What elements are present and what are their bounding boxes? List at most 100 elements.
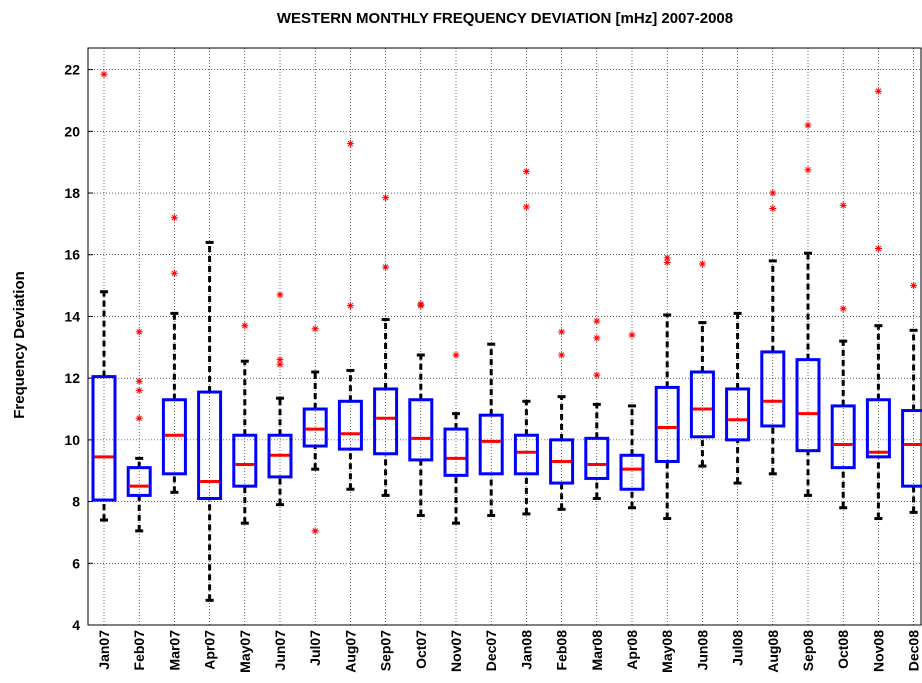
x-tick-label: Apr07 <box>202 630 218 670</box>
box <box>408 398 434 462</box>
y-tick-label: 14 <box>64 308 80 324</box>
outlier <box>346 140 354 148</box>
outlier <box>346 302 354 310</box>
outlier <box>910 282 918 290</box>
outlier <box>874 245 882 253</box>
outlier <box>522 203 530 211</box>
x-tick-label: Dec07 <box>483 630 499 671</box>
outlier <box>769 204 777 212</box>
outlier <box>170 214 178 222</box>
box <box>619 453 645 491</box>
outlier <box>593 371 601 379</box>
box <box>549 438 575 485</box>
box <box>865 398 891 459</box>
box <box>654 385 680 463</box>
x-tick-label: Jul08 <box>730 630 746 666</box>
outlier <box>382 263 390 271</box>
x-tick-label: Aug07 <box>342 630 358 673</box>
y-tick-label: 16 <box>64 247 80 263</box>
y-tick-label: 12 <box>64 370 80 386</box>
chart-title: WESTERN MONTHLY FREQUENCY DEVIATION [mHz… <box>277 10 733 27</box>
x-tick-label: Jul07 <box>307 630 323 666</box>
box <box>513 433 539 476</box>
x-tick-label: Apr08 <box>624 630 640 670</box>
x-tick-label: Jan08 <box>518 630 534 670</box>
x-tick-label: Jun08 <box>694 630 710 671</box>
box <box>689 370 715 439</box>
y-axis-label: Frequency Deviation <box>11 271 28 419</box>
box <box>760 350 786 428</box>
outlier <box>628 331 636 339</box>
box <box>795 358 821 453</box>
outlier <box>417 302 425 310</box>
outlier <box>452 351 460 359</box>
box <box>478 413 504 476</box>
box <box>161 398 187 476</box>
x-tick-label: Sep07 <box>378 630 394 671</box>
outlier <box>276 356 284 364</box>
x-tick-label: Jun07 <box>272 630 288 671</box>
box <box>126 466 152 497</box>
y-tick-label: 22 <box>64 62 80 78</box>
box <box>830 404 856 470</box>
y-tick-label: 8 <box>72 494 80 510</box>
x-tick-label: Oct07 <box>413 630 429 669</box>
outlier <box>558 351 566 359</box>
box <box>725 387 751 442</box>
x-tick-label: Feb08 <box>554 630 570 671</box>
box <box>443 427 469 477</box>
x-tick-label: Mar08 <box>589 630 605 671</box>
outlier <box>100 70 108 78</box>
box <box>302 407 328 448</box>
y-tick-label: 20 <box>64 123 80 139</box>
outlier <box>522 167 530 175</box>
outlier <box>170 269 178 277</box>
x-tick-label: Aug08 <box>765 630 781 673</box>
outlier <box>769 189 777 197</box>
outlier <box>593 334 601 342</box>
plot-frame <box>87 47 922 626</box>
outlier <box>593 317 601 325</box>
outlier <box>241 322 249 330</box>
outlier <box>698 260 706 268</box>
outlier <box>804 121 812 129</box>
outlier <box>135 377 143 385</box>
outlier <box>663 258 671 266</box>
outlier <box>839 305 847 313</box>
box <box>901 409 922 488</box>
x-tick-label: May08 <box>659 630 675 673</box>
outlier <box>311 527 319 535</box>
x-tick-label: Nov07 <box>448 630 464 672</box>
outlier <box>276 291 284 299</box>
outlier <box>135 414 143 422</box>
box <box>197 390 223 500</box>
outlier <box>663 254 671 262</box>
box <box>584 436 610 480</box>
box <box>373 387 399 456</box>
y-tick-label: 6 <box>72 555 80 571</box>
x-tick-label: Oct08 <box>835 630 851 669</box>
x-tick-label: Mar07 <box>166 630 182 671</box>
x-tick-label: Sep08 <box>800 630 816 671</box>
outlier <box>135 328 143 336</box>
outlier <box>874 87 882 95</box>
x-tick-label: Feb07 <box>131 630 147 671</box>
outlier <box>276 360 284 368</box>
x-tick-label: May07 <box>237 630 253 673</box>
outlier <box>311 325 319 333</box>
box <box>267 433 293 479</box>
x-tick-label: Jan07 <box>96 630 112 670</box>
outlier <box>804 166 812 174</box>
y-tick-label: 18 <box>64 185 80 201</box>
box <box>337 399 363 451</box>
outlier <box>135 386 143 394</box>
box <box>232 433 258 488</box>
box <box>91 375 117 502</box>
y-tick-label: 10 <box>64 432 80 448</box>
outlier <box>558 328 566 336</box>
x-tick-label: Dec08 <box>906 630 922 671</box>
outlier <box>382 194 390 202</box>
y-tick-label: 4 <box>72 617 80 633</box>
x-tick-label: Nov08 <box>870 630 886 672</box>
